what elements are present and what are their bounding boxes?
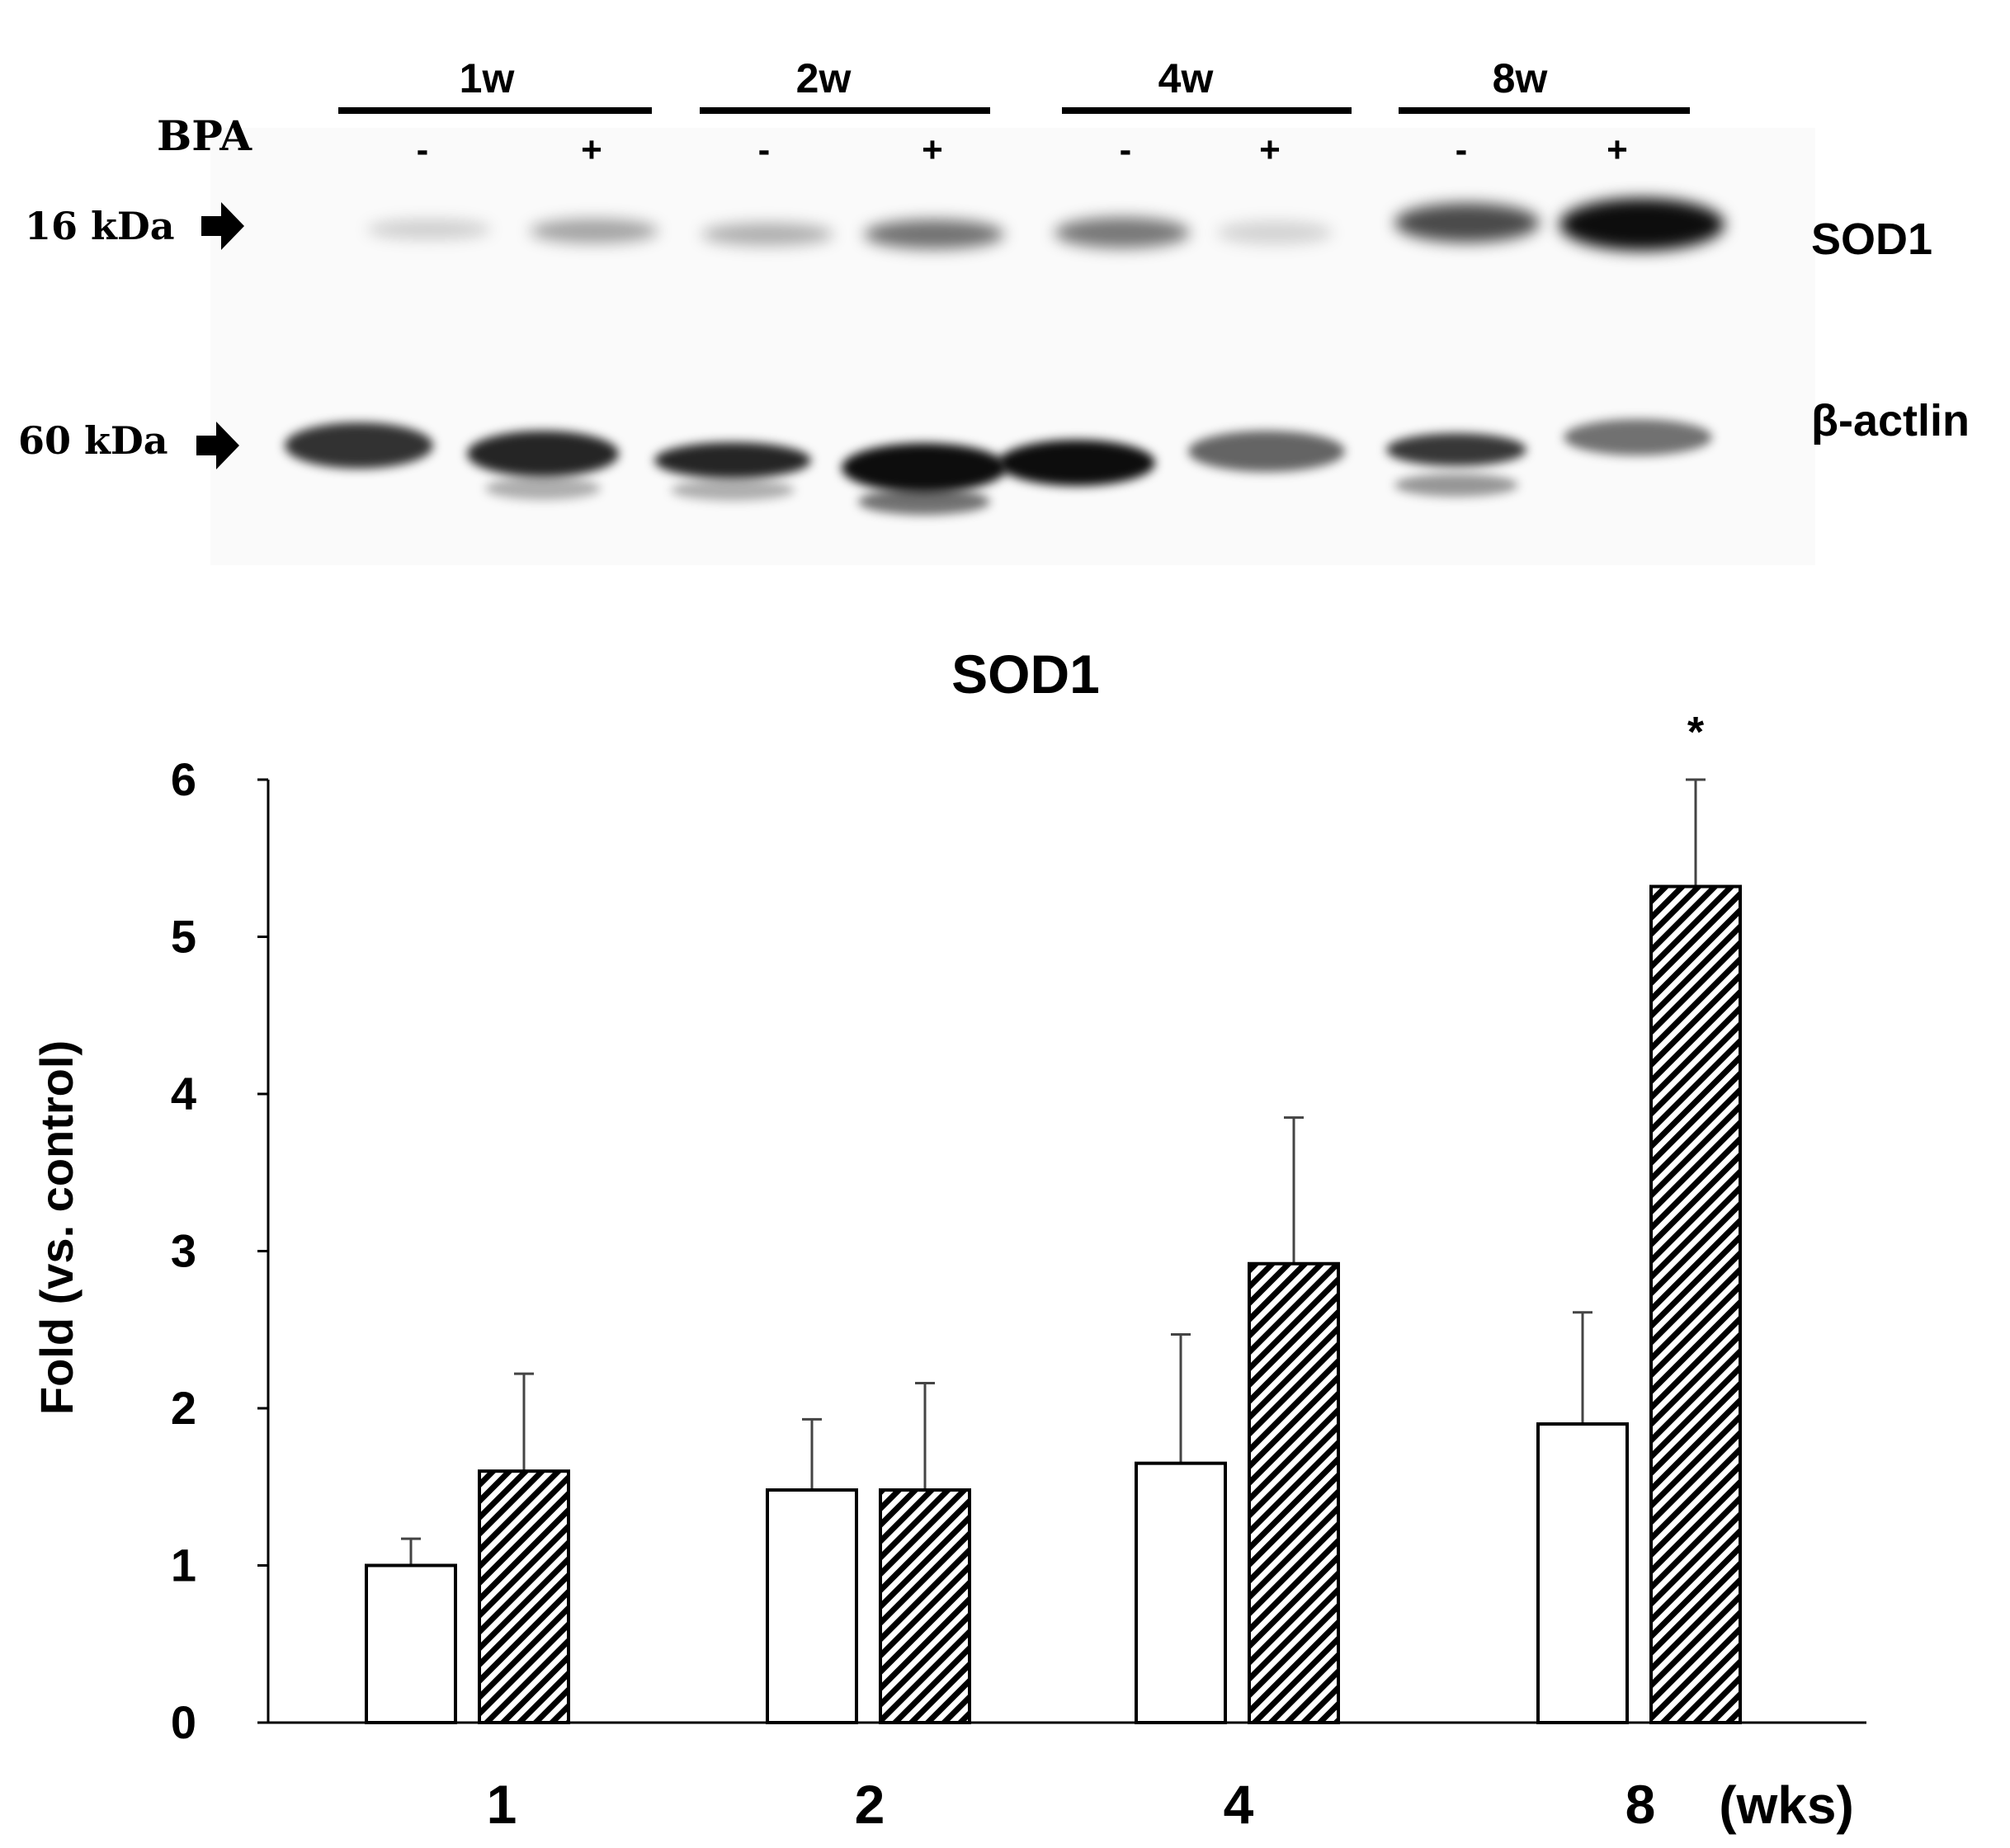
- blot-membrane: [210, 128, 1815, 565]
- blot-band: [842, 443, 1007, 493]
- blot-band: [998, 440, 1155, 486]
- bar: [1649, 884, 1742, 1725]
- lane-label: -: [758, 130, 771, 170]
- blot-band: [485, 477, 601, 500]
- protein-label-sod1: SOD1: [1811, 214, 1932, 264]
- western-blot-panel: BPA 1w - + 2w - + 4w - + 8w - + 16 kDa: [18, 55, 1970, 565]
- marker-arrow-icon: [196, 422, 239, 469]
- blot-band: [1564, 419, 1712, 455]
- blot-band: [367, 219, 491, 239]
- bar: [1248, 1261, 1340, 1724]
- group-label: 8w: [1493, 55, 1548, 101]
- marker-label-16kda: 16 kDa: [25, 204, 175, 248]
- bar-series: *: [365, 709, 1742, 1725]
- blot-band: [701, 223, 833, 246]
- blot-band: [467, 431, 619, 477]
- significance-marker: *: [1687, 709, 1705, 757]
- lane-label: +: [1607, 130, 1628, 170]
- bar: [1536, 1422, 1629, 1725]
- y-axis-ticks: 0 1 2 3 4 5 6: [171, 753, 268, 1748]
- y-axis-label: Fold (vs. control): [31, 1040, 83, 1415]
- bar: [1135, 1461, 1227, 1725]
- lane-label: -: [417, 130, 429, 170]
- group-header-2w: 2w - +: [700, 55, 990, 170]
- blot-band: [285, 422, 433, 469]
- blot-band: [654, 442, 811, 478]
- group-label: 1w: [460, 55, 515, 101]
- sod1-band-row: [367, 198, 1725, 251]
- x-tick-label: 2: [855, 1774, 885, 1835]
- x-unit-label: (wks): [1719, 1775, 1854, 1835]
- blot-band: [1217, 221, 1333, 244]
- blot-band: [530, 219, 658, 243]
- chart-title: SOD1: [951, 644, 1100, 705]
- bar: [365, 1563, 457, 1724]
- x-axis-ticks: 1 2 4 8: [487, 1774, 1656, 1835]
- blot-band: [1386, 433, 1526, 466]
- blot-band: [1559, 198, 1725, 251]
- lane-label: +: [922, 130, 943, 170]
- protein-label-actin: β-actlin: [1811, 396, 1970, 446]
- bar: [766, 1488, 858, 1725]
- group-header-4w: 4w - +: [1062, 55, 1352, 170]
- marker-label-60kda: 60 kDa: [18, 418, 168, 463]
- blot-band: [858, 488, 990, 515]
- group-header-8w: 8w - +: [1399, 55, 1690, 170]
- bar: [478, 1469, 570, 1724]
- blot-band: [671, 479, 795, 501]
- x-tick-label: 1: [487, 1774, 517, 1835]
- lane-label: -: [1120, 130, 1132, 170]
- blot-band: [1188, 431, 1345, 472]
- bar-chart: SOD1 Fold (vs. control) 0 1 2 3 4 5 6 * 1 2 4 8 (…: [31, 644, 1866, 1835]
- bpa-label: BPA: [157, 111, 252, 160]
- bar: [879, 1488, 971, 1725]
- y-tick-label: 2: [171, 1382, 196, 1434]
- lane-label: +: [581, 130, 602, 170]
- group-label: 4w: [1158, 55, 1214, 101]
- blot-band: [1055, 217, 1190, 248]
- lane-label: -: [1456, 130, 1468, 170]
- blot-band: [1394, 203, 1540, 243]
- actin-band-row: [285, 419, 1712, 515]
- x-tick-label: 4: [1224, 1774, 1254, 1835]
- y-tick-label: 3: [171, 1225, 196, 1277]
- y-tick-label: 4: [171, 1068, 196, 1120]
- group-label: 2w: [796, 55, 852, 101]
- y-tick-label: 5: [171, 911, 196, 963]
- blot-band: [1394, 474, 1518, 497]
- x-tick-label: 8: [1625, 1774, 1656, 1835]
- group-header-1w: 1w - +: [338, 55, 652, 170]
- y-tick-label: 6: [171, 753, 196, 805]
- blot-band: [864, 219, 1004, 249]
- y-tick-label: 1: [171, 1539, 196, 1591]
- lane-label: +: [1259, 130, 1281, 170]
- marker-arrow-icon: [201, 202, 244, 250]
- y-tick-label: 0: [171, 1696, 196, 1748]
